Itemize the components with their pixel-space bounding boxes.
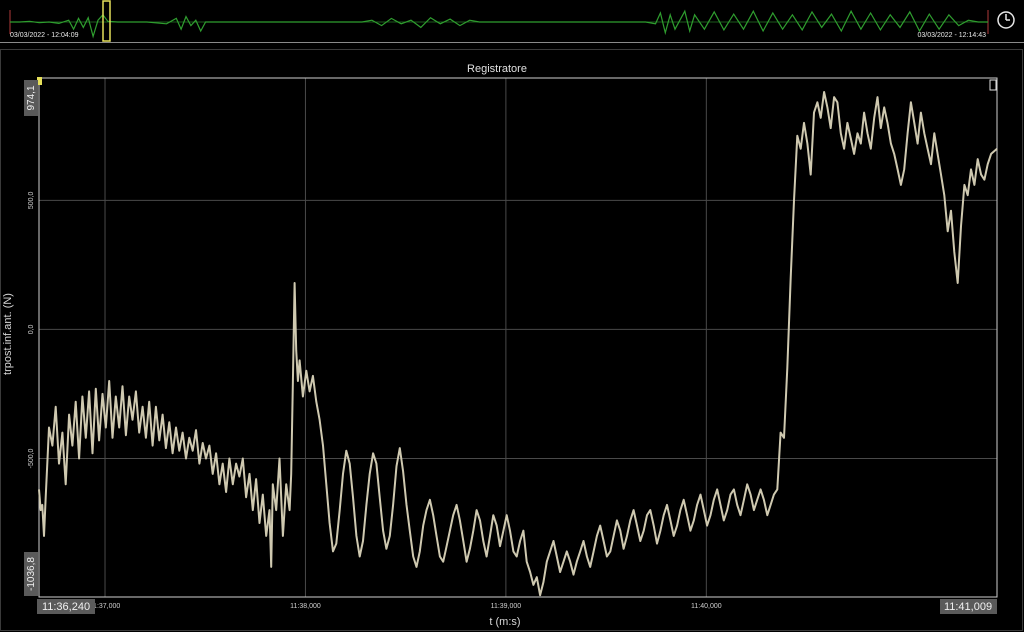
- plot-area-border: [38, 77, 998, 598]
- y-min-label: -1036,8: [26, 557, 37, 591]
- x-tick-label: 11:38,000: [290, 603, 321, 610]
- right-cursor-handle[interactable]: [989, 79, 997, 91]
- recorder-chart[interactable]: Registratore 500,00,0-500,0 11:37,000 11:…: [0, 44, 1024, 632]
- y-max-label: 974,1: [26, 85, 37, 110]
- x-tick-label: 11:40,000: [691, 603, 722, 610]
- y-tick-label: -500,0: [28, 448, 35, 468]
- x-axis-label: t (m:s): [489, 616, 520, 628]
- y-tick-labels: 500,0 0,0 -500,0: [28, 192, 35, 469]
- x-start-label: 11:36,240: [42, 601, 90, 613]
- chart-frame: [0, 49, 1023, 631]
- y-axis-label: trpost.inf.ant. (N): [2, 293, 14, 375]
- overview-start-time: 03/03/2022 - 12:04:09: [10, 32, 79, 39]
- chart-title: Registratore: [467, 63, 527, 75]
- y-tick-label: 500,0: [28, 192, 35, 210]
- x-tick-label: 11:39,000: [491, 603, 522, 610]
- x-tick-label: 11:37,000: [90, 603, 121, 610]
- overview-selection-window[interactable]: [102, 0, 111, 42]
- x-end-label-box: [940, 599, 997, 614]
- y-max-label-box: [24, 80, 38, 116]
- chart-background: [0, 44, 1024, 632]
- overview-strip[interactable]: 03/03/2022 - 12:04:09 03/03/2022 - 12:14…: [0, 0, 1024, 44]
- y-tick-label: 0,0: [28, 324, 35, 334]
- x-tick-labels: 11:37,000 11:38,000 11:39,000 11:40,000: [90, 603, 722, 610]
- chart-grid: [39, 78, 997, 597]
- overview-end-time: 03/03/2022 - 12:14:43: [917, 32, 986, 39]
- clock-icon[interactable]: [997, 11, 1015, 29]
- left-cursor-handle[interactable]: [37, 77, 42, 85]
- x-start-label-box: [37, 599, 95, 614]
- series-line: [38, 91, 998, 597]
- y-min-label-box: [24, 552, 38, 596]
- x-end-label: 11:41,009: [944, 601, 992, 613]
